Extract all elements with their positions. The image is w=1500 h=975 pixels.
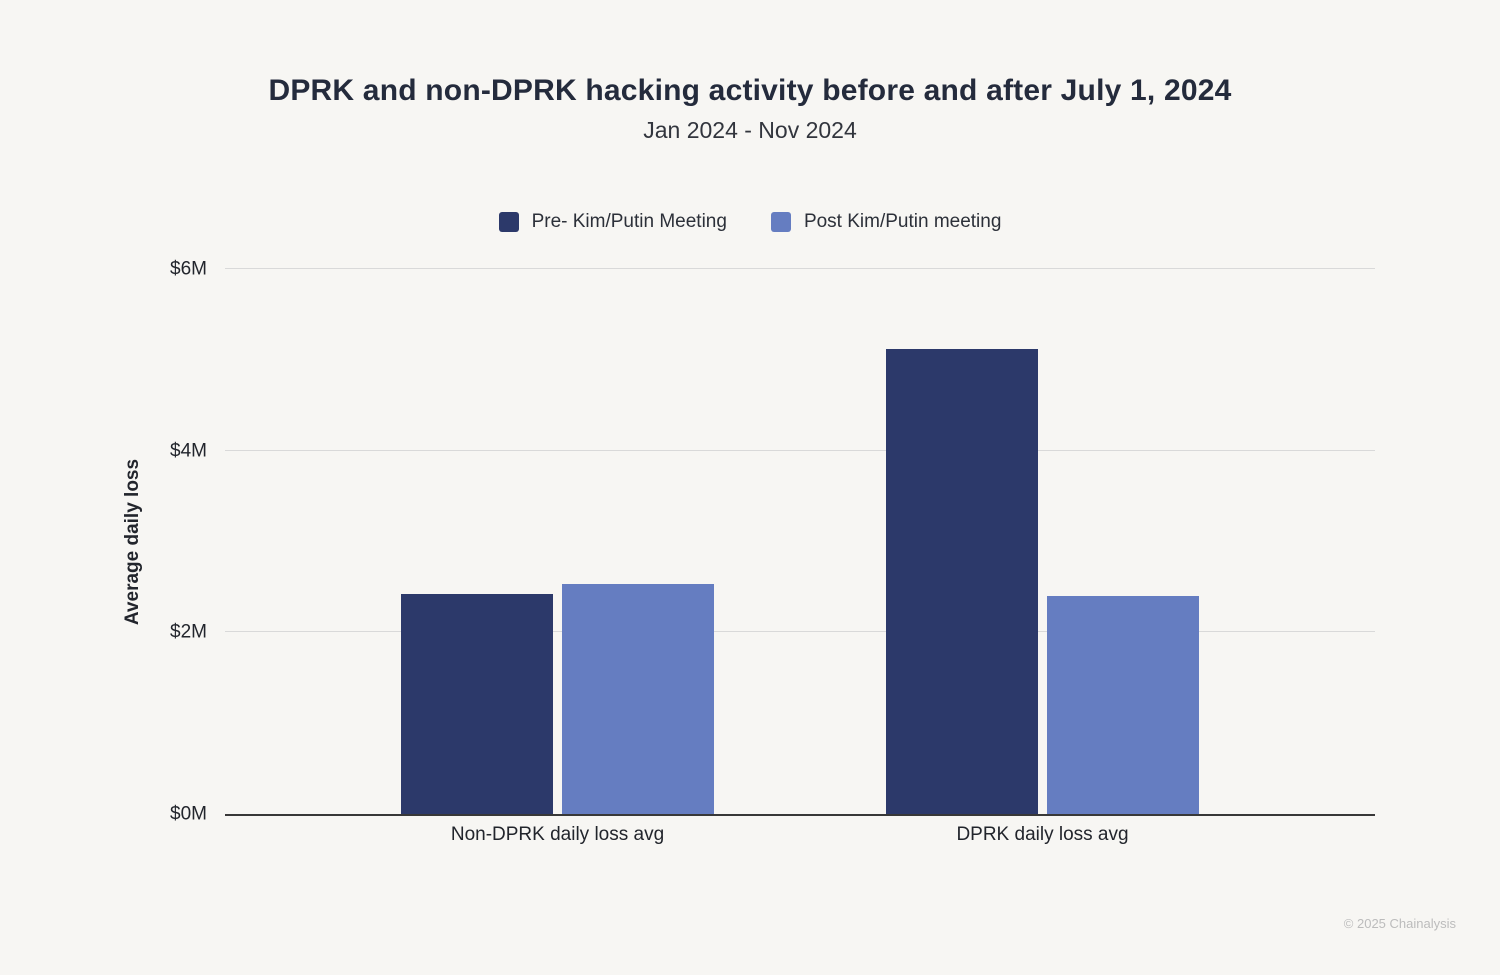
bar — [562, 584, 714, 814]
x-axis-labels: Non-DPRK daily loss avg DPRK daily loss a… — [225, 824, 1375, 846]
chart-title: DPRK and non-DPRK hacking activity befor… — [268, 74, 1232, 107]
y-axis-ticks: $0M $2M $4M $6M — [0, 260, 215, 824]
gridline — [225, 268, 1375, 269]
x-axis-category-label: Non-DPRK daily loss avg — [450, 824, 665, 845]
plot-area — [225, 268, 1375, 816]
legend-item: Post Kim/Putin meeting — [770, 211, 1002, 233]
y-tick-label: $4M — [170, 440, 207, 462]
legend: Pre- Kim/Putin Meeting Post Kim/Putin mee… — [0, 211, 1500, 233]
legend-item: Pre- Kim/Putin Meeting — [498, 211, 727, 233]
bar-group — [800, 269, 1285, 814]
legend-label: Post Kim/Putin meeting — [803, 211, 1002, 232]
chart-subtitle: Jan 2024 - Nov 2024 — [643, 117, 857, 143]
y-tick-label: $0M — [170, 803, 207, 825]
gridline — [225, 449, 1375, 451]
legend-swatch — [770, 212, 791, 232]
gridline — [225, 631, 1375, 633]
bar — [401, 594, 553, 814]
legend-swatch — [498, 212, 519, 232]
bar — [1047, 596, 1199, 814]
bar-groups — [225, 269, 1375, 814]
bar-group — [315, 269, 800, 814]
y-tick-label: $2M — [170, 621, 207, 643]
x-axis-category-label: DPRK daily loss avg — [956, 824, 1129, 845]
copyright-text: © 2025 Chainalysis — [1343, 916, 1456, 931]
legend-label: Pre- Kim/Putin Meeting — [531, 211, 727, 232]
bar — [886, 348, 1038, 814]
y-tick-label: $6M — [170, 258, 207, 280]
